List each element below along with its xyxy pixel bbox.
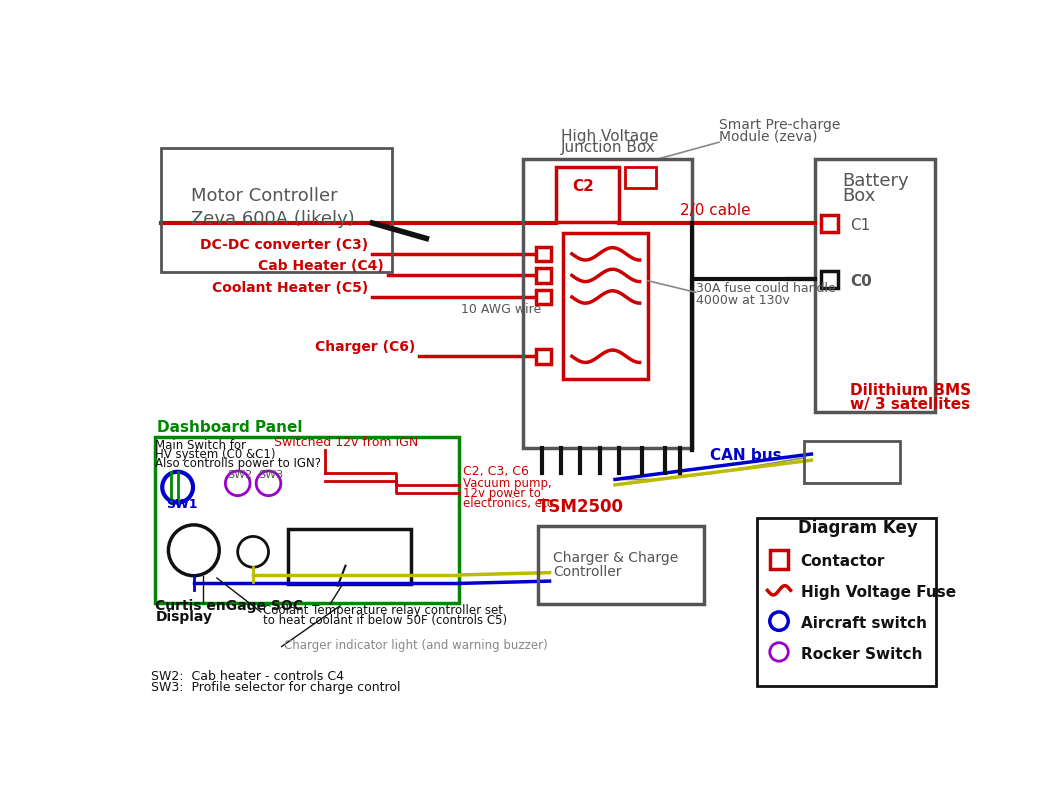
Text: Diagram Key: Diagram Key [798,519,918,538]
Text: Display: Display [155,610,212,624]
Text: Also controlls power to IGN?: Also controlls power to IGN? [155,457,321,470]
Text: High Voltage Fuse: High Voltage Fuse [800,585,956,600]
Bar [757,518,936,686]
Text: Junction Box: Junction Box [561,140,656,155]
Text: CAN bus: CAN bus [710,448,782,463]
Text: Rocker Switch: Rocker Switch [800,646,922,662]
Bar [287,529,411,584]
Text: TSM2500: TSM2500 [538,498,624,516]
Text: Contactor: Contactor [800,554,885,570]
Text: to heat coolant if below 50F (controls C5): to heat coolant if below 50F (controls C… [263,614,508,627]
Bar [160,148,391,271]
Text: Charger indicator light (and warning buzzer): Charger indicator light (and warning buz… [284,639,548,652]
Bar [536,349,551,363]
Bar [820,270,837,288]
Text: HV system (C0 &C1): HV system (C0 &C1) [155,448,276,461]
Bar [563,233,648,379]
Text: SW1: SW1 [166,498,197,511]
Text: Charger (C6): Charger (C6) [315,340,414,354]
Text: 12v power to: 12v power to [464,487,541,500]
Text: SW3: SW3 [258,470,283,480]
Text: Coolant Heater (C5): Coolant Heater (C5) [212,281,368,294]
Text: Smart Pre-charge: Smart Pre-charge [719,118,840,132]
Text: Controller: Controller [554,565,622,578]
Bar [536,290,551,304]
Bar [770,550,788,569]
Bar [625,167,656,189]
Text: DC-DC converter (C3): DC-DC converter (C3) [200,238,368,251]
Bar [155,437,459,602]
Text: Battery: Battery [842,172,908,190]
Text: Motor Controller: Motor Controller [192,187,338,205]
Text: 30A fuse could handle: 30A fuse could handle [695,282,836,295]
Text: Aircraft switch: Aircraft switch [800,616,926,631]
Text: 2/0 cable: 2/0 cable [681,203,751,218]
Text: SW2: SW2 [228,470,253,480]
Bar [556,167,619,222]
Text: Charger & Charge: Charger & Charge [554,551,679,565]
Bar [804,441,900,483]
Bar [522,159,692,448]
Text: C2, C3, C6: C2, C3, C6 [464,465,529,478]
Text: electronics, etc: electronics, etc [464,497,554,510]
Text: Coolant Temperature relay controller set: Coolant Temperature relay controller set [263,604,504,618]
Text: Curtis enGage SOC: Curtis enGage SOC [155,599,303,614]
Bar [815,159,935,412]
Text: C1: C1 [850,218,870,233]
Text: C2: C2 [573,179,595,194]
Text: Switched 12v from IGN: Switched 12v from IGN [274,436,419,450]
Text: Box: Box [842,187,876,205]
Text: Dilithium BMS: Dilithium BMS [850,382,971,398]
Text: 4000w at 130v: 4000w at 130v [695,294,790,307]
Bar [538,526,704,604]
Text: SW2:  Cab heater - controls C4: SW2: Cab heater - controls C4 [151,670,344,682]
Text: C0: C0 [850,274,872,289]
Text: 10 AWG wire: 10 AWG wire [461,303,541,316]
Text: Dashboard Panel: Dashboard Panel [157,421,302,435]
Text: High Voltage: High Voltage [561,129,659,143]
Text: w/ 3 satellites: w/ 3 satellites [850,398,970,412]
Bar [536,246,551,261]
Bar [820,214,837,231]
Bar [536,268,551,282]
Text: Main Switch for: Main Switch for [155,438,247,452]
Text: Zeva 600A (likely): Zeva 600A (likely) [192,210,356,228]
Text: Module (zeva): Module (zeva) [719,130,817,144]
Text: Vacuum pump,: Vacuum pump, [464,477,552,490]
Text: Cab Heater (C4): Cab Heater (C4) [258,259,384,273]
Text: SW3:  Profile selector for charge control: SW3: Profile selector for charge control [151,682,400,694]
